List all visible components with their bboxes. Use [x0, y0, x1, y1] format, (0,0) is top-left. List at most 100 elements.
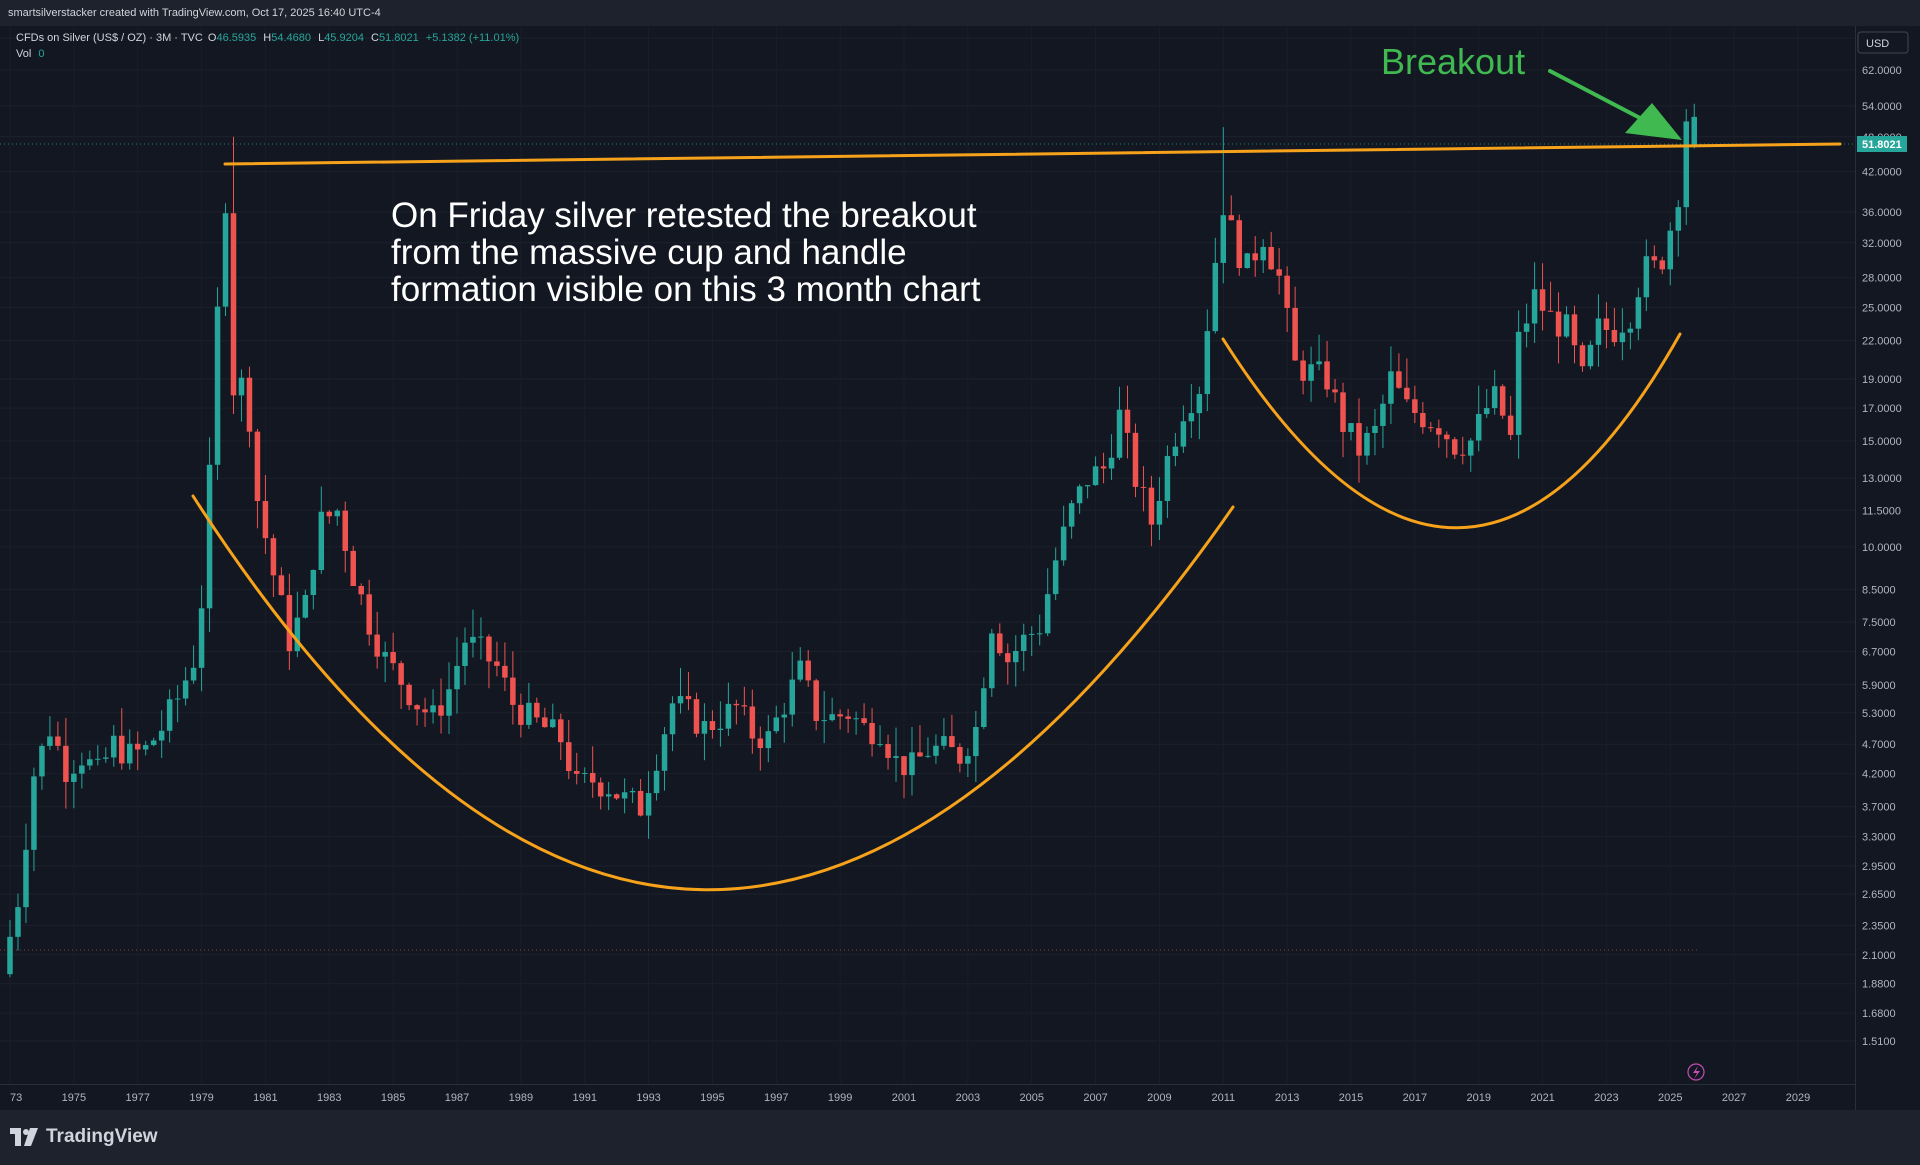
- candle-body: [79, 765, 85, 774]
- candle-body: [342, 510, 348, 551]
- candle-body: [1667, 230, 1674, 270]
- candle-body: [1172, 446, 1179, 457]
- price-tick-label: 54.0000: [1862, 101, 1902, 113]
- candle-body: [1156, 500, 1163, 525]
- candle-body: [382, 652, 388, 657]
- candle-body: [1683, 121, 1689, 208]
- svg-text:51.8021: 51.8021: [1862, 139, 1902, 151]
- time-axis[interactable]: 73 1975 1977 1979 1981 1983 1985 1987 1989 1991 19…: [10, 1092, 1810, 1104]
- candle-body: [1475, 414, 1482, 441]
- time-tick-label: 1993: [636, 1092, 660, 1104]
- svg-text:CFDs on Silver (US$ / OZ) · 3M: CFDs on Silver (US$ / OZ) · 3M · TVC O46…: [16, 32, 519, 44]
- candle-body: [1013, 651, 1019, 663]
- time-tick-label: 2011: [1211, 1092, 1235, 1104]
- time-tick-label: 1991: [572, 1092, 596, 1104]
- candle-body: [126, 743, 133, 764]
- candle-body: [246, 377, 253, 432]
- candle-body: [1372, 425, 1378, 433]
- candle-body: [31, 776, 37, 850]
- chart-area[interactable]: Breakout On Friday silver retested the b…: [0, 26, 1920, 1110]
- candle-body: [1180, 421, 1187, 447]
- candle-body: [1164, 456, 1171, 501]
- price-tick-label: 4.2000: [1862, 769, 1896, 781]
- price-tick-label: 3.7000: [1862, 802, 1896, 814]
- candle-body: [1603, 318, 1610, 331]
- candle-body: [1412, 399, 1418, 413]
- candle-body: [422, 709, 428, 713]
- lightning-icon[interactable]: [1687, 1063, 1705, 1081]
- candle-body: [1124, 409, 1131, 433]
- candle-body: [1539, 289, 1546, 311]
- resistance-trendline[interactable]: [223, 142, 1842, 166]
- time-tick-label: 1999: [828, 1092, 852, 1104]
- candlestick-chart[interactable]: Breakout On Friday silver retested the b…: [0, 26, 1920, 1110]
- candle-body: [270, 538, 277, 576]
- price-tick-label: 1.6800: [1862, 1008, 1896, 1020]
- time-tick-label: 1979: [189, 1092, 213, 1104]
- candle-body: [1547, 310, 1554, 312]
- candle-body: [95, 758, 101, 760]
- candle-body: [1148, 487, 1155, 525]
- candle-body: [1132, 432, 1139, 487]
- price-tick-label: 2.9500: [1862, 861, 1896, 873]
- candle-body: [1252, 253, 1258, 261]
- candle-body: [1452, 439, 1458, 455]
- candle-body: [893, 756, 899, 758]
- candle-body: [1308, 364, 1314, 381]
- candle-body: [597, 782, 604, 797]
- candle-body: [1587, 344, 1594, 367]
- symbol-legend[interactable]: CFDs on Silver (US$ / OZ) · 3M · TVC O46…: [16, 32, 519, 60]
- candle-body: [789, 679, 795, 715]
- candle-body: [877, 744, 883, 746]
- candle-body: [398, 663, 404, 685]
- candle-body: [438, 705, 444, 716]
- price-tick-label: 36.0000: [1862, 207, 1902, 219]
- candle-body: [933, 745, 939, 756]
- price-tick-label: 10.0000: [1862, 542, 1902, 554]
- candle-body: [470, 636, 476, 643]
- candle-body: [446, 689, 452, 716]
- handle-curve[interactable]: [1221, 332, 1682, 530]
- candle-body: [917, 752, 923, 757]
- candle-body: [350, 550, 356, 587]
- candle-body: [1507, 415, 1514, 435]
- candle-body: [55, 736, 61, 746]
- candle-body: [1316, 361, 1322, 365]
- candle-body: [1404, 387, 1410, 400]
- candle-body: [1228, 215, 1235, 221]
- time-tick-label: 1977: [125, 1092, 149, 1104]
- tradingview-logo-icon: [10, 1128, 38, 1146]
- candle-body: [1204, 331, 1211, 395]
- tradingview-logo[interactable]: TradingView: [10, 1126, 158, 1148]
- candle-body: [478, 636, 484, 638]
- cup-curve[interactable]: [191, 494, 1235, 892]
- candle-body: [837, 714, 843, 717]
- candle-body: [39, 745, 45, 777]
- time-tick-label: 1975: [62, 1092, 86, 1104]
- candle-body: [661, 734, 668, 771]
- candle-body: [829, 714, 835, 721]
- price-axis[interactable]: 70.000062.000054.000048.000042.000036.00…: [1862, 33, 1902, 1048]
- candle-body: [542, 717, 548, 728]
- price-tick-label: 32.0000: [1862, 238, 1902, 250]
- candle-body: [63, 745, 69, 782]
- candle-body: [1300, 360, 1306, 381]
- candle-body: [1467, 440, 1474, 456]
- candle-body: [1555, 311, 1562, 337]
- candle-body: [1060, 526, 1067, 561]
- candle-body: [965, 756, 971, 764]
- candle-body: [47, 736, 53, 746]
- price-tick-label: 17.0000: [1862, 403, 1902, 415]
- candle-body: [294, 617, 301, 652]
- candle-body: [534, 702, 540, 718]
- candle-body: [1292, 307, 1298, 361]
- price-tick-label: 4.7000: [1862, 739, 1896, 751]
- currency-button[interactable]: USD: [1857, 31, 1909, 54]
- price-tick-label: 7.5000: [1862, 617, 1896, 629]
- candle-body: [214, 306, 221, 465]
- candle-body: [677, 696, 684, 704]
- candle-body: [1324, 361, 1330, 390]
- volume-label: Vol: [16, 48, 31, 60]
- candle-body: [581, 772, 588, 774]
- candle-body: [1188, 413, 1195, 422]
